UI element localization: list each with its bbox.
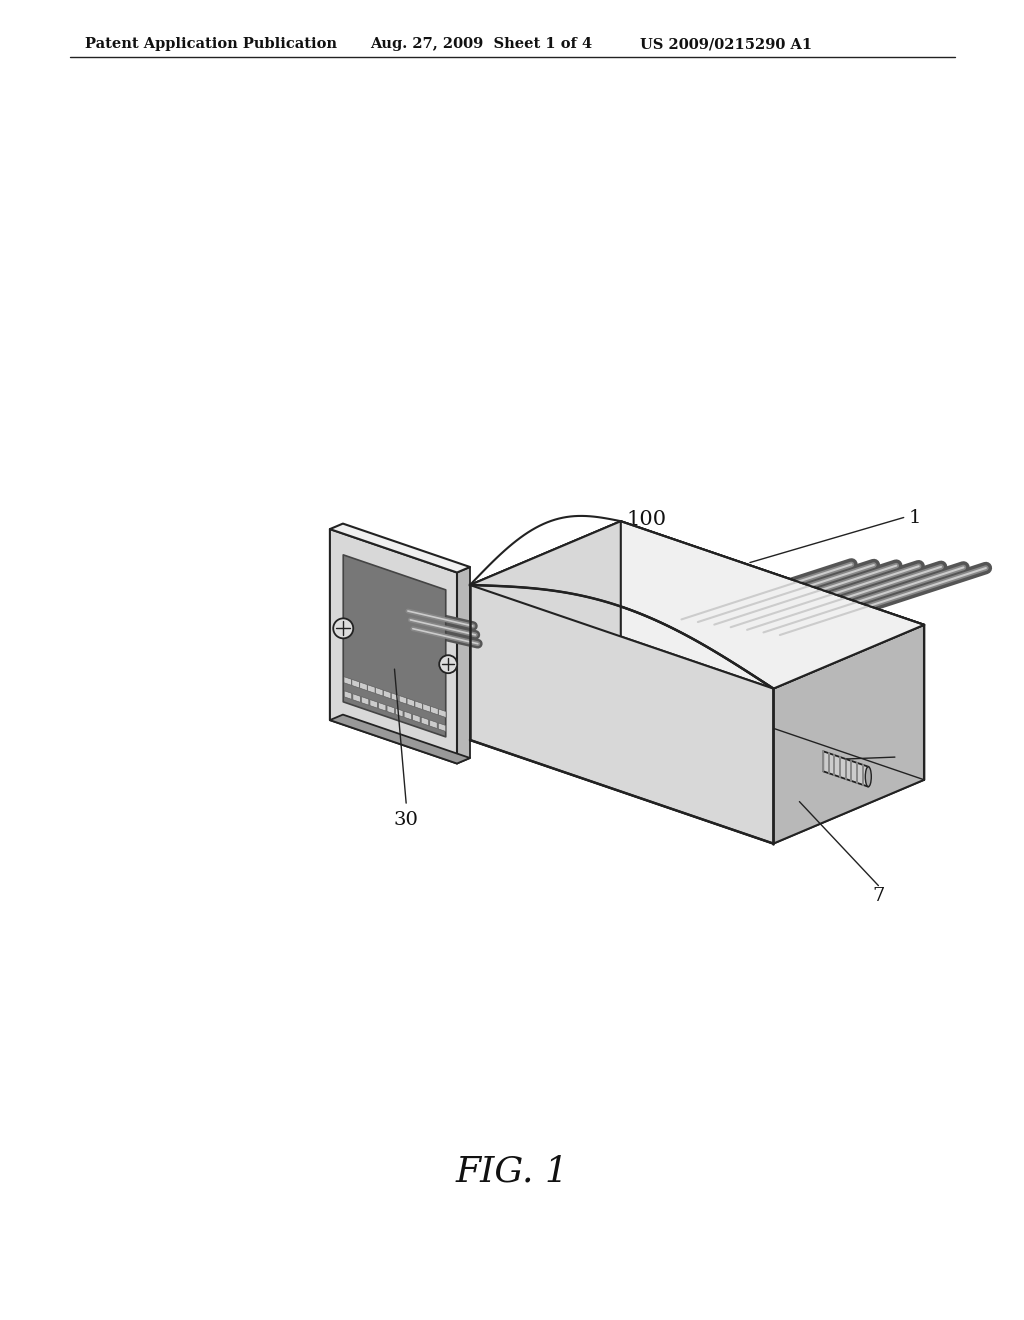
Polygon shape [330,529,457,763]
Circle shape [333,618,353,639]
Text: 7: 7 [872,887,885,904]
Polygon shape [353,694,360,702]
Text: Patent Application Publication: Patent Application Publication [85,37,337,51]
Polygon shape [344,690,351,700]
Text: Aug. 27, 2009  Sheet 1 of 4: Aug. 27, 2009 Sheet 1 of 4 [370,37,592,51]
Text: 9: 9 [898,746,910,764]
Polygon shape [470,676,925,843]
Polygon shape [376,688,383,696]
Polygon shape [359,682,368,690]
Text: FIG. 1: FIG. 1 [456,1155,568,1189]
Polygon shape [330,714,470,763]
Polygon shape [368,685,375,693]
Polygon shape [413,714,420,722]
Polygon shape [431,706,438,715]
Polygon shape [470,521,925,689]
Polygon shape [415,701,422,709]
Polygon shape [344,677,351,685]
Polygon shape [430,719,437,729]
Polygon shape [387,705,394,714]
Text: 100: 100 [627,511,667,529]
Polygon shape [408,698,415,706]
Polygon shape [470,521,925,689]
Polygon shape [391,693,398,701]
Polygon shape [438,723,445,731]
Text: ~: ~ [640,537,653,554]
Polygon shape [470,585,773,843]
Polygon shape [330,524,470,573]
Ellipse shape [865,767,871,787]
Polygon shape [352,680,359,688]
Polygon shape [470,521,621,741]
Polygon shape [823,751,868,787]
Polygon shape [421,717,429,726]
Text: 1: 1 [908,508,921,527]
Polygon shape [395,709,403,717]
Polygon shape [438,709,446,718]
Text: 30: 30 [393,810,419,829]
Polygon shape [457,568,470,763]
Polygon shape [379,702,386,711]
Polygon shape [343,554,445,737]
Polygon shape [423,704,430,713]
Polygon shape [383,690,391,698]
Polygon shape [404,711,412,719]
Polygon shape [370,700,378,708]
Text: US 2009/0215290 A1: US 2009/0215290 A1 [640,37,812,51]
Polygon shape [399,696,407,704]
Polygon shape [621,521,925,780]
Polygon shape [361,697,369,705]
Circle shape [439,655,457,673]
Polygon shape [773,624,925,843]
